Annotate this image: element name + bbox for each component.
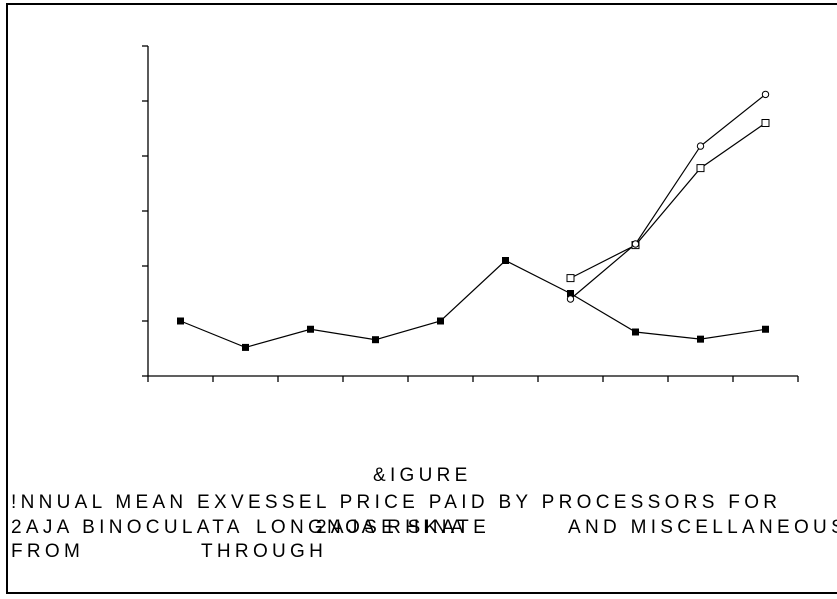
data-point-open-square bbox=[696, 164, 705, 173]
caption-from: FROM bbox=[11, 541, 85, 562]
data-point-filled-square bbox=[307, 325, 314, 333]
caption-species-4: AND MISCELLANEOUS bbox=[568, 517, 837, 538]
caption-line-1: !NNUAL MEAN EXVESSEL PRICE PAID BY PROCE… bbox=[11, 492, 782, 513]
chart-axes bbox=[142, 45, 799, 382]
data-point-filled-square bbox=[242, 343, 249, 351]
data-point-filled-square bbox=[632, 328, 639, 336]
line-chart bbox=[142, 45, 799, 382]
series-line-2 bbox=[570, 122, 766, 279]
data-point-filled-square bbox=[762, 325, 769, 333]
chart-series-lines bbox=[180, 93, 766, 349]
data-point-open-circle bbox=[566, 295, 575, 303]
caption-species-1: 2AJA BINOCULATA bbox=[11, 517, 244, 538]
data-point-filled-square bbox=[177, 317, 184, 325]
data-point-filled-square bbox=[372, 336, 379, 344]
data-point-filled-square bbox=[437, 317, 444, 325]
caption-through: THROUGH bbox=[201, 541, 328, 562]
data-point-filled-square bbox=[567, 290, 574, 297]
data-point-open-circle bbox=[631, 240, 640, 248]
data-point-open-square bbox=[566, 274, 575, 283]
data-point-open-circle bbox=[696, 142, 705, 150]
series-line-3 bbox=[570, 93, 766, 300]
caption-species-2: LONGNOSE SKATE bbox=[256, 517, 491, 538]
chart-series-markers bbox=[177, 90, 770, 351]
figure-frame: &IGURE !NNUAL MEAN EXVESSEL PRICE PAID B… bbox=[6, 3, 837, 594]
figure-label: &IGURE bbox=[373, 465, 472, 486]
data-point-filled-square bbox=[697, 335, 704, 343]
data-point-filled-square bbox=[502, 257, 509, 264]
data-point-open-circle bbox=[761, 90, 770, 99]
series-line-1 bbox=[180, 259, 766, 349]
data-point-open-square bbox=[761, 119, 770, 127]
caption-species-3: 2AJA RHINA bbox=[316, 517, 468, 538]
